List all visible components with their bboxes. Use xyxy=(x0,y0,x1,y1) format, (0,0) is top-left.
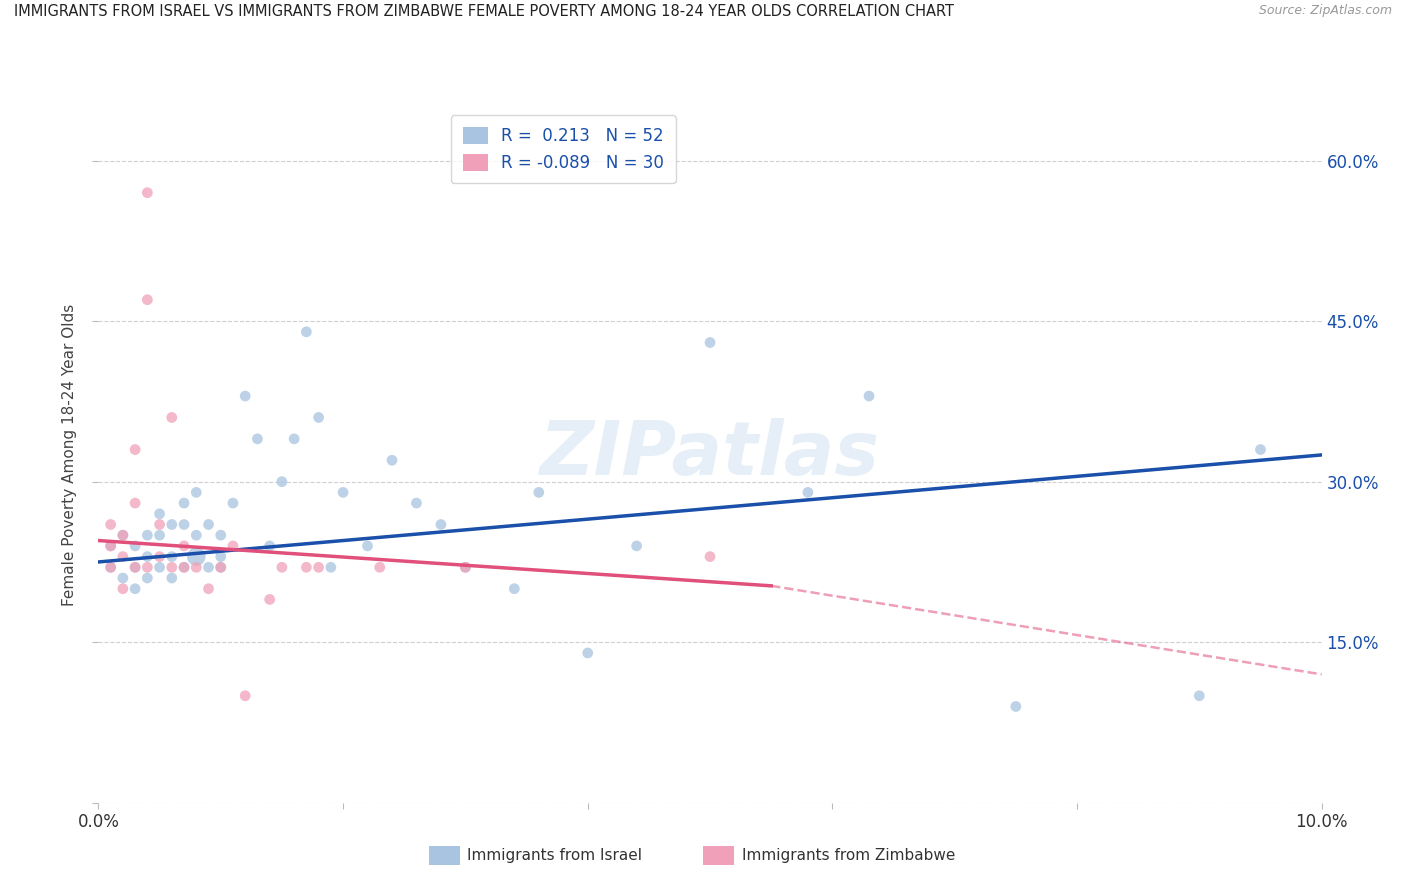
Point xyxy=(797,485,820,500)
Point xyxy=(111,528,134,542)
Point xyxy=(100,560,122,574)
Point xyxy=(186,485,208,500)
Point xyxy=(699,335,721,350)
Point xyxy=(100,517,122,532)
Point xyxy=(197,560,219,574)
Point xyxy=(405,496,427,510)
Point xyxy=(270,560,292,574)
Point xyxy=(430,517,453,532)
Text: Immigrants from Zimbabwe: Immigrants from Zimbabwe xyxy=(742,848,956,863)
Text: Immigrants from Israel: Immigrants from Israel xyxy=(467,848,641,863)
Point xyxy=(626,539,648,553)
Point xyxy=(136,528,159,542)
Point xyxy=(209,528,232,542)
Point xyxy=(197,517,219,532)
Point xyxy=(454,560,477,574)
Point xyxy=(454,560,477,574)
Point xyxy=(246,432,269,446)
Point xyxy=(295,325,318,339)
Point xyxy=(136,293,159,307)
Point xyxy=(136,571,159,585)
Point xyxy=(173,496,195,510)
Point xyxy=(381,453,404,467)
Point xyxy=(111,582,134,596)
Point xyxy=(222,496,245,510)
Point xyxy=(270,475,292,489)
Point xyxy=(222,539,245,553)
Point xyxy=(308,410,330,425)
Point xyxy=(576,646,599,660)
Point xyxy=(111,571,134,585)
Point xyxy=(197,582,219,596)
Point xyxy=(149,528,172,542)
Point xyxy=(209,560,232,574)
Point xyxy=(186,549,208,564)
Point xyxy=(259,592,281,607)
Point xyxy=(136,560,159,574)
Point xyxy=(332,485,354,500)
Text: ZIPatlas: ZIPatlas xyxy=(540,418,880,491)
Point xyxy=(124,560,146,574)
Point xyxy=(173,517,195,532)
Point xyxy=(149,517,172,532)
Point xyxy=(186,560,208,574)
Text: IMMIGRANTS FROM ISRAEL VS IMMIGRANTS FROM ZIMBABWE FEMALE POVERTY AMONG 18-24 YE: IMMIGRANTS FROM ISRAEL VS IMMIGRANTS FRO… xyxy=(14,4,955,20)
Point xyxy=(149,560,172,574)
Point xyxy=(160,571,183,585)
Point xyxy=(149,549,172,564)
Point xyxy=(160,517,183,532)
Point xyxy=(283,432,305,446)
Point xyxy=(100,539,122,553)
Point xyxy=(1249,442,1271,457)
Point xyxy=(295,560,318,574)
Point xyxy=(149,507,172,521)
Point xyxy=(209,560,232,574)
Point xyxy=(160,410,183,425)
Point xyxy=(124,496,146,510)
Y-axis label: Female Poverty Among 18-24 Year Olds: Female Poverty Among 18-24 Year Olds xyxy=(62,304,77,606)
Point xyxy=(160,560,183,574)
Point xyxy=(186,528,208,542)
Point xyxy=(124,539,146,553)
Point xyxy=(1188,689,1211,703)
Point xyxy=(160,549,183,564)
Point xyxy=(503,582,526,596)
Point xyxy=(100,560,122,574)
Point xyxy=(699,549,721,564)
Point xyxy=(173,560,195,574)
Text: Source: ZipAtlas.com: Source: ZipAtlas.com xyxy=(1258,4,1392,18)
Point xyxy=(124,442,146,457)
Point xyxy=(1004,699,1026,714)
Point xyxy=(124,560,146,574)
Point xyxy=(124,582,146,596)
Point xyxy=(527,485,550,500)
Point xyxy=(858,389,880,403)
Point xyxy=(173,539,195,553)
Point xyxy=(136,549,159,564)
Point xyxy=(259,539,281,553)
Point xyxy=(356,539,378,553)
Point xyxy=(233,389,256,403)
Point xyxy=(209,549,232,564)
Point xyxy=(233,689,256,703)
Point xyxy=(173,560,195,574)
Point xyxy=(368,560,391,574)
Legend: R =  0.213   N = 52, R = -0.089   N = 30: R = 0.213 N = 52, R = -0.089 N = 30 xyxy=(451,115,675,184)
Point xyxy=(319,560,342,574)
Point xyxy=(111,528,134,542)
Point xyxy=(308,560,330,574)
Point xyxy=(111,549,134,564)
Point xyxy=(136,186,159,200)
Point xyxy=(100,539,122,553)
